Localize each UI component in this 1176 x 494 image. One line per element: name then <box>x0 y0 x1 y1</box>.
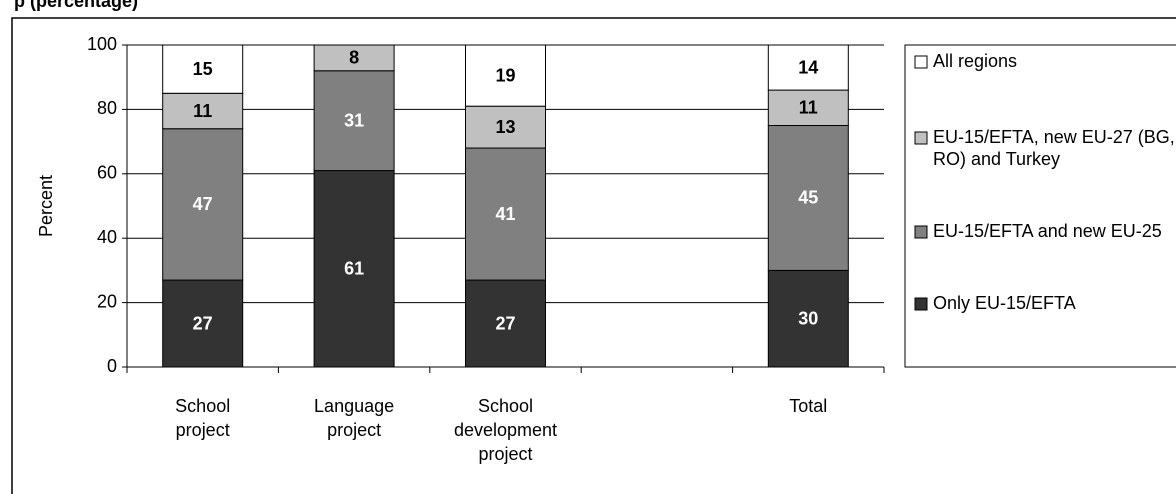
x-tick-label: Total <box>789 396 827 416</box>
value-label: 45 <box>798 188 818 208</box>
x-tick-label: Language project <box>314 396 394 440</box>
y-axis-label: Percent <box>36 175 56 237</box>
value-label: 15 <box>193 59 213 79</box>
y-tick-label: 80 <box>97 98 117 118</box>
bar-segment <box>767 125 849 271</box>
legend-label-line: RO) and Turkey <box>933 149 1060 169</box>
bar-segment <box>162 44 244 94</box>
bar-segment <box>162 92 244 130</box>
legend-swatch <box>914 55 928 69</box>
legend-label-line: EU-15/EFTA, new EU-27 (BG, <box>933 127 1176 147</box>
legend-label-line: EU-15/EFTA and new EU-25 <box>933 221 1162 241</box>
value-label: 47 <box>193 194 213 214</box>
value-label: 30 <box>798 308 818 328</box>
bar-segment <box>313 70 395 172</box>
value-label: 11 <box>799 98 818 118</box>
y-tick-label: 40 <box>97 227 117 247</box>
legend-label: EU-15/EFTA, new EU-27 (BG, RO) and Turke… <box>933 127 1176 169</box>
legend-swatch <box>914 297 928 311</box>
value-label: 27 <box>495 313 515 333</box>
x-tick-label-line: Total <box>789 396 827 416</box>
legend-label: All regions <box>933 51 1017 71</box>
value-label: 11 <box>193 101 212 121</box>
bar-segment <box>465 44 546 107</box>
y-tick-label: 20 <box>97 291 117 311</box>
y-tick-label: 60 <box>97 163 117 183</box>
legend-box <box>904 44 1176 368</box>
x-tick-label-line: School <box>478 396 533 416</box>
bar-segment <box>767 44 849 91</box>
chart-title: p (percentage) <box>14 0 138 11</box>
x-tick-label-line: development <box>454 420 557 440</box>
x-tick-label: School project <box>175 396 230 440</box>
legend-label-line: Only EU-15/EFTA <box>933 293 1076 313</box>
legend-label-line: All regions <box>933 51 1017 71</box>
legend-label: Only EU-15/EFTA <box>933 293 1076 313</box>
value-label: 14 <box>798 57 818 77</box>
value-label: 31 <box>344 110 364 130</box>
value-label: 41 <box>495 204 515 224</box>
bar-segment <box>162 279 244 368</box>
legend-swatch <box>914 131 928 145</box>
legend-swatch <box>914 225 928 239</box>
legend-label: EU-15/EFTA and new EU-25 <box>933 221 1162 241</box>
bar-segment <box>313 44 395 72</box>
x-tick-label-line: project <box>176 420 230 440</box>
value-label: 13 <box>495 117 515 137</box>
x-tick-label-line: project <box>478 444 532 464</box>
value-label: 19 <box>495 65 515 85</box>
x-tick-label: School development project <box>454 396 557 464</box>
bar-segment <box>767 89 849 126</box>
x-tick-label-line: School <box>175 396 230 416</box>
value-label: 27 <box>193 313 213 333</box>
bar-segment <box>162 128 244 281</box>
value-label: 8 <box>349 48 359 68</box>
value-label: 61 <box>344 259 364 279</box>
x-tick-label-line: Language <box>314 396 394 416</box>
bar-segment <box>465 279 546 368</box>
bar-segment <box>465 147 546 281</box>
y-tick-label: 0 <box>107 356 117 376</box>
x-tick-label-line: project <box>327 420 381 440</box>
bar-segment <box>465 105 546 149</box>
bar-segment <box>767 269 849 368</box>
y-tick-label: 100 <box>87 34 117 54</box>
bar-segment <box>313 170 395 368</box>
